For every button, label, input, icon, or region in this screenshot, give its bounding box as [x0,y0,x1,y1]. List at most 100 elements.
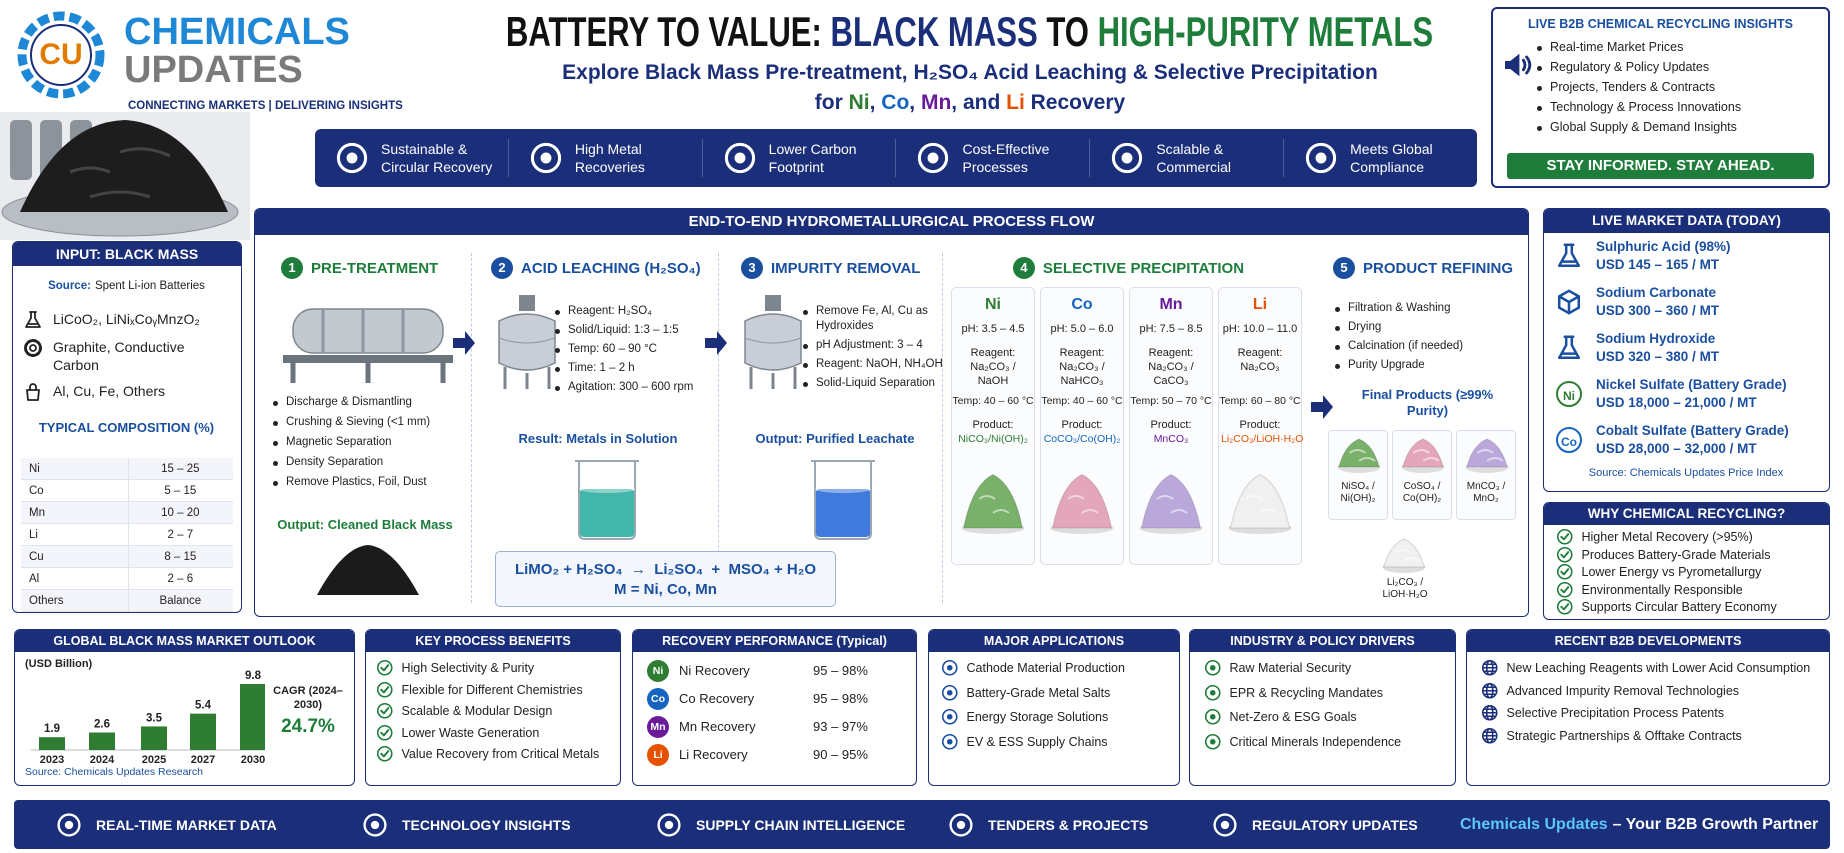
icon [1204,733,1221,750]
metal-symbol: Ni [985,296,1001,313]
list: Remove Fe, Al, Cu as Hydroxides pH Adjust… [803,304,945,391]
title-part: BATTERY TO VALUE: [506,8,832,55]
icon-shape [376,681,393,698]
composition-element: Mn [21,501,129,524]
icon-shape [1204,684,1221,701]
bullet [555,310,560,315]
title-part: BLACK MASS [831,8,1039,55]
product-label: NiSO₄ / Ni(OH)₂ [1340,481,1376,504]
reagent: Na₂CO₃ / NaHCO₃ [1059,361,1105,387]
powder-pile [1338,438,1380,468]
chemical-price: USD 28,000 – 32,000 / MT [1596,441,1757,456]
icon-shape [941,733,958,750]
x-tick-label: 2025 [142,754,166,766]
powder-texture [1156,495,1188,514]
value-label: 2.6 [94,718,110,730]
list-text: EPR & Recycling Mandates [1229,685,1384,700]
list-item: Density Separation [273,455,468,470]
section-header: KEY PROCESS BENEFITS [366,630,620,652]
list-item: Remove Fe, Al, Cu as Hydroxides [803,304,945,334]
machine-frame [283,355,453,363]
list-text: Value Recovery from Critical Metals [401,747,600,761]
list-item: Technology & Process Innovations [1537,99,1817,115]
icon-shape [1556,528,1573,545]
icon-shape [1209,664,1216,671]
icon [941,708,958,725]
section-header: INPUT: BLACK MASS [13,242,241,266]
composition-title: TYPICAL COMPOSITION (%) [38,420,215,435]
icon [530,142,561,174]
icon-shape [540,152,552,164]
chart-source: Source: Chemicals Updates Research [25,766,203,778]
logo-text: CU [39,38,82,71]
icon [1481,682,1498,699]
applications-panel: MAJOR APPLICATIONS Cathode Material Produ… [928,629,1180,786]
icon [376,724,393,741]
icon-shape [29,344,37,352]
powder-pile [1140,473,1202,529]
input-item: Al, Cu, Fe, Others [23,382,233,402]
icon-shape [1560,568,1570,576]
insights-title: LIVE B2B CHEMICAL RECYCLING INSIGHTS [1527,17,1794,31]
reactor-body [498,313,556,371]
footer-brand-name: Chemicals Updates [1460,815,1608,833]
bullet [803,382,808,387]
list-text: Raw Material Security [1229,661,1352,675]
list-item: Cathode Material Production [941,659,1176,677]
list-item: Crushing & Sieving (<1 mm) [273,415,468,430]
icon [24,339,42,357]
list-item: Filtration & Washing [1335,301,1520,316]
title-text: BATTERY TO VALUE: BLACK MASS TO HIGH-PUR… [506,6,1433,58]
black-pile [20,120,228,212]
section-header: RECENT B2B DEVELOPMENTS [1467,630,1829,652]
powder-pile [962,473,1024,529]
step-output: Output: Purified Leachate [755,431,915,446]
bullet [555,348,560,353]
chemical-price: USD 300 – 360 / MT [1596,303,1720,318]
icon-shape [1560,533,1570,541]
footer-brand: Chemicals Updates – Your B2B Growth Partn… [1460,800,1825,849]
footer-label: TECHNOLOGY INSIGHTS [402,816,571,833]
footer-item: REGULATORY UPDATES [1212,800,1418,849]
step-name: PRODUCT REFINING [1363,259,1513,277]
list-item: Solid-Liquid Separation [803,376,945,391]
composition-element: Others [21,589,129,612]
section-header: LIVE MARKET DATA (TODAY) [1544,209,1829,233]
benefit: Cost-Effective Processes [895,139,1089,177]
list-item: Calcination (if needed) [1335,339,1520,354]
icon [376,745,393,762]
list-item: Selective Precipitation Process Patents [1481,704,1821,722]
list-item: EV & ESS Supply Chains [941,733,1176,751]
list-item: New Leaching Reagents with Lower Acid Co… [1481,659,1821,677]
metal-symbol: Li [1252,296,1268,313]
recovery-label: Li Recovery [679,747,748,762]
reactor-band [744,337,802,344]
list-text: Remove Fe, Al, Cu as Hydroxides [816,305,928,332]
list-text: Temp: 60 – 90 °C [568,343,657,355]
icon-shape [1209,713,1216,720]
product-thumb: CoSO₄ / Co(OH)₂ [1392,430,1452,520]
metal-card: Li pH: 10.0 – 11.0 Reagent: Na₂CO₃ Temp: 60 … [1218,287,1303,565]
composition-element: Li [21,523,129,546]
insights-box: LIVE B2B CHEMICAL RECYCLING INSIGHTS Real… [1491,7,1830,188]
icon-shape [346,152,358,164]
icon [1557,335,1581,360]
flow-arrows [453,331,1333,419]
recovery-label: Co Recovery [679,691,755,706]
chemical-price: USD 18,000 – 21,000 / MT [1596,395,1757,410]
equation-box: LiMO₂ + H₂SO₄ → Li₂SO₄ + MSO₄ + H₂O M = N… [495,551,836,607]
list-item: pH Adjustment: 3 – 4 [803,338,945,353]
list: Reagent: H₂SO₄ Solid/Liquid: 1:3 – 1:5 Tem… [555,304,720,395]
flow-arrow [705,331,727,355]
benefit-label: Sustainable & Circular Recovery [381,141,493,175]
list-text: Net-Zero & ESG Goals [1229,710,1357,724]
recovery-value: 95 – 98% [813,691,868,706]
list-item: Real-time Market Prices [1537,39,1817,55]
icon-shape [734,152,746,164]
y-axis-label: (USD Billion) [25,658,93,670]
list-text: Selective Precipitation Process Patents [1506,706,1724,720]
list-text: Real-time Market Prices [1550,40,1684,54]
product: NiCO₃/Ni(OH)₂ [958,433,1028,445]
market-outlook-panel: GLOBAL BLACK MASS MARKET OUTLOOK (USD Bil… [14,629,355,786]
